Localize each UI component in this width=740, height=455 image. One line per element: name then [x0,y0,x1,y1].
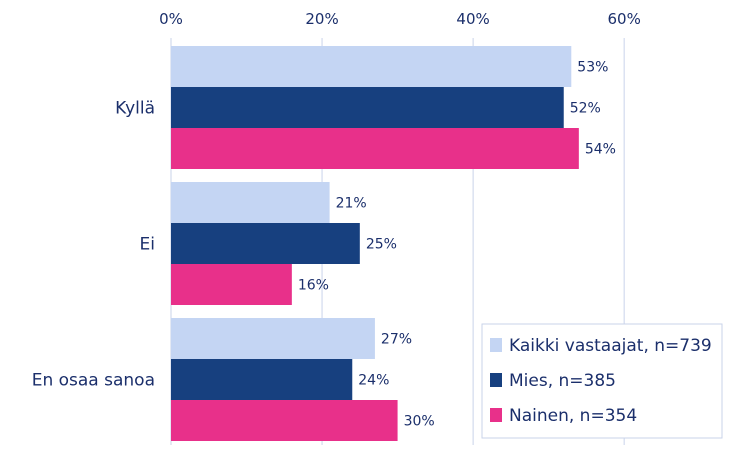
bar [171,182,330,223]
legend-label: Mies, n=385 [509,371,616,391]
bar [171,400,398,441]
legend-box [481,323,723,439]
data-label: 25% [366,237,397,253]
bar [171,128,579,169]
bar [171,318,375,359]
x-tick-label: 0% [159,10,183,28]
data-label: 52% [570,101,601,117]
data-label: 24% [358,373,389,389]
legend-label: Nainen, n=354 [509,406,637,426]
x-tick-label: 60% [607,10,640,28]
data-label: 54% [585,142,616,158]
legend-swatch [490,373,502,387]
bars [171,46,579,441]
category-label: En osaa sanoa [32,371,155,391]
data-label: 30% [404,414,435,430]
x-tick-label: 40% [456,10,489,28]
bar [171,264,292,305]
data-label: 21% [336,196,367,212]
legend-swatch [490,408,502,422]
x-tick-label: 20% [305,10,338,28]
legend-swatch [490,338,502,352]
legend: Kaikki vastaajat, n=739 Mies, n=385 Nainen… [481,323,723,439]
bar [171,87,564,128]
data-label: 27% [381,332,412,348]
category-label: Ei [140,235,155,255]
bar [171,359,353,400]
legend-label: Kaikki vastaajat, n=739 [509,336,712,356]
data-label: 16% [298,278,329,294]
bar [171,223,360,264]
data-label: 53% [577,60,608,76]
category-label: Kyllä [115,99,155,119]
labels: 0% 20% 40% 60% 53% 52% 54% Kyllä 21% 25% 16% Ei 27% 2… [32,10,641,430]
bar [171,46,572,87]
